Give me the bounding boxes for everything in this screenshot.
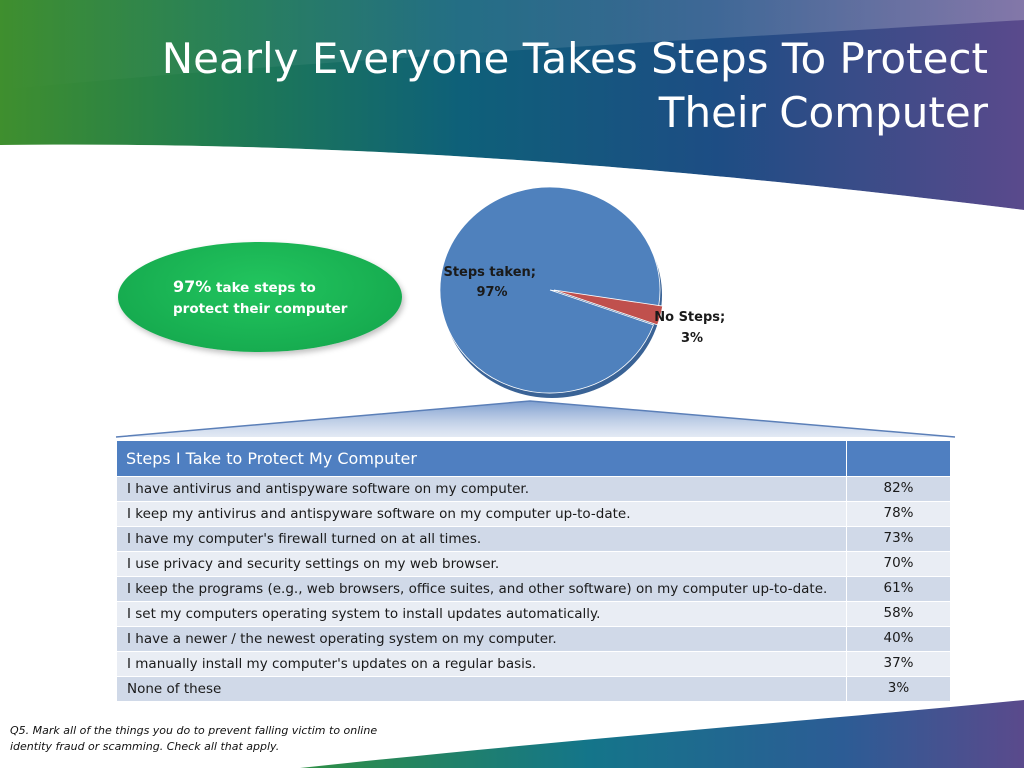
table-row: I have my computer's firewall turned on …	[116, 526, 951, 552]
row-value: 82%	[846, 476, 951, 502]
table-row: None of these 3%	[116, 676, 951, 702]
row-value: 58%	[846, 601, 951, 627]
pie-table-connector	[115, 400, 956, 438]
row-value: 70%	[846, 551, 951, 577]
pie-label-steps-name: Steps taken;	[443, 265, 536, 280]
table-row: I keep the programs (e.g., web browsers,…	[116, 576, 951, 602]
table-row: I keep my antivirus and antispyware soft…	[116, 501, 951, 527]
row-label: I set my computers operating system to i…	[116, 601, 847, 627]
row-value: 61%	[846, 576, 951, 602]
row-label: I keep my antivirus and antispyware soft…	[116, 501, 847, 527]
callout-bubble: 97% take steps to protect their computer	[118, 242, 402, 352]
callout-text: 97% take steps to protect their computer	[173, 276, 373, 320]
footer-band	[300, 700, 1024, 768]
table-row: I set my computers operating system to i…	[116, 601, 951, 627]
header-banner	[0, 0, 1024, 215]
row-label: I have my computer's firewall turned on …	[116, 526, 847, 552]
pie-label-nosteps: No Steps; 3%	[654, 310, 730, 346]
pie-label-steps-value: 97%	[476, 285, 507, 300]
table-row: I use privacy and security settings on m…	[116, 551, 951, 577]
page-title: Nearly Everyone Takes Steps To Protect T…	[161, 34, 988, 137]
pie-chart: Steps taken; 97% No Steps; 3%	[439, 186, 730, 398]
pie-label-nosteps-value: 3%	[681, 331, 703, 346]
row-label: I use privacy and security settings on m…	[116, 551, 847, 577]
row-value: 73%	[846, 526, 951, 552]
table-row: I have a newer / the newest operating sy…	[116, 626, 951, 652]
table-row: I have antivirus and antispyware softwar…	[116, 476, 951, 502]
pie-slice-no-steps	[553, 289, 664, 326]
row-label: I have antivirus and antispyware softwar…	[116, 476, 847, 502]
table-header-row: Steps I Take to Protect My Computer	[116, 440, 951, 477]
steps-table: Steps I Take to Protect My Computer I ha…	[116, 440, 951, 702]
row-value: 40%	[846, 626, 951, 652]
row-label: I keep the programs (e.g., web browsers,…	[116, 576, 847, 602]
row-label: I have a newer / the newest operating sy…	[116, 626, 847, 652]
row-value: 3%	[846, 676, 951, 702]
table-row: I manually install my computer's updates…	[116, 651, 951, 677]
table-header-label: Steps I Take to Protect My Computer	[116, 440, 847, 477]
pie-slice-steps-taken	[439, 186, 661, 394]
table-header-value	[846, 440, 951, 477]
row-label: None of these	[116, 676, 847, 702]
row-value: 37%	[846, 651, 951, 677]
row-label: I manually install my computer's updates…	[116, 651, 847, 677]
survey-footnote: Q5. Mark all of the things you do to pre…	[10, 724, 378, 753]
callout-value: 97%	[173, 277, 212, 296]
callout-description: take steps to protect their computer	[173, 280, 348, 317]
pie-label-nosteps-name: No Steps;	[654, 310, 725, 325]
pie-label-steps: Steps taken; 97%	[443, 265, 540, 300]
row-value: 78%	[846, 501, 951, 527]
